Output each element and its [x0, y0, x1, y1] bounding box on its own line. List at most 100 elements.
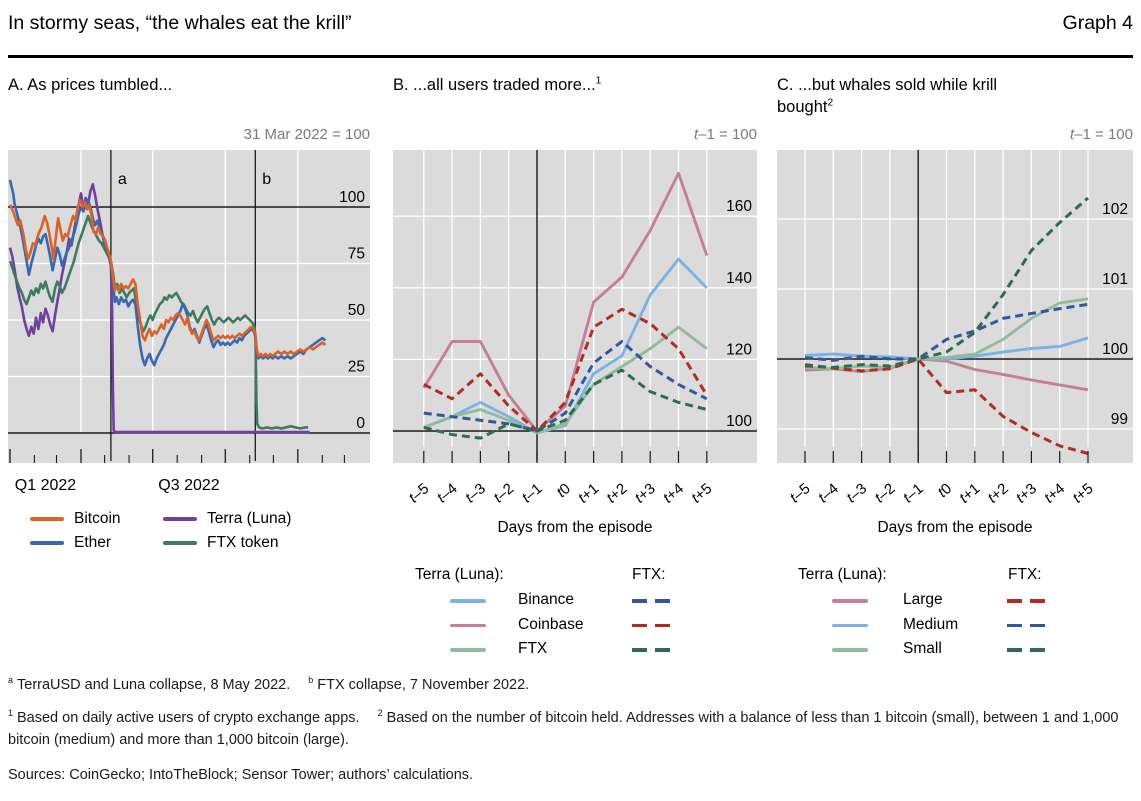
- series-FTX FTX episode: [423, 368, 708, 440]
- legend-row-Binance: Binance: [450, 589, 730, 614]
- legend-label: Medium: [903, 615, 959, 633]
- y-axis-label: 75: [348, 246, 365, 263]
- graph-number-label: Graph 4: [1062, 12, 1133, 34]
- legend-label: Coinbase: [518, 615, 584, 633]
- series-Coinbase FTX episode: [423, 307, 709, 433]
- legend-dashed-swatch: [1007, 599, 1045, 603]
- legend-solid-swatch: [832, 623, 868, 627]
- legend-label: Large: [903, 591, 943, 608]
- series-Large Terra (Luna) episode: [804, 357, 1089, 392]
- panel-c-legend-col2-header: FTX:: [1008, 566, 1042, 583]
- legend-solid-swatch: [832, 648, 868, 652]
- x-tick-label: t–5: [787, 480, 814, 506]
- legend-line-swatch: [163, 541, 197, 545]
- legend-item-FTX token: FTX token: [163, 531, 279, 555]
- series-Small FTX episode: [804, 196, 1089, 369]
- x-tick-label: t–3: [843, 480, 870, 506]
- legend-item-Ether: Ether: [30, 531, 111, 555]
- x-tick-label: t+1: [575, 480, 602, 507]
- x-tick-label: t+2: [984, 480, 1011, 507]
- panel-b-legend-col1-header: Terra (Luna):: [415, 566, 504, 583]
- series-Large FTX episode: [804, 357, 1089, 455]
- panel-c-legend-col1-header: Terra (Luna):: [798, 566, 887, 583]
- x-axis-label: Q1 2022: [15, 477, 76, 494]
- y-axis-label: 140: [726, 270, 752, 287]
- legend-dashed-swatch: [632, 599, 670, 603]
- x-tick-label: t+4: [660, 480, 687, 507]
- x-tick-label: t+5: [1069, 480, 1096, 507]
- x-axis-label: Q3 2022: [158, 477, 219, 494]
- legend-dashed-swatch: [632, 648, 670, 652]
- legend-solid-swatch: [832, 599, 868, 603]
- footnote-numbered: 1 Based on daily active users of crypto e…: [8, 708, 1119, 748]
- x-tick-label: t+2: [603, 480, 630, 507]
- plot-background: [393, 150, 757, 463]
- legend-label: Ether: [74, 534, 112, 551]
- x-tick-label: t–4: [815, 480, 842, 506]
- panel-c-title: C. ...but whales sold while krill bought2: [777, 76, 998, 116]
- y-axis-label: 99: [1111, 411, 1128, 428]
- legend-row-Large: Large: [832, 589, 1112, 614]
- x-tick-label: t+1: [956, 480, 983, 507]
- x-tick-label: t+4: [1041, 480, 1068, 507]
- x-tick-label: t0: [935, 480, 956, 501]
- x-tick-label: t–1: [519, 480, 546, 506]
- plot-background: [8, 150, 370, 463]
- legend-dashed-swatch: [632, 623, 670, 627]
- event-label-b: b: [262, 171, 271, 188]
- header-rule: [8, 55, 1133, 58]
- legend-label: Terra (Luna): [207, 510, 292, 527]
- panel-b-legend: Binance Coinbase FTX: [450, 589, 730, 663]
- panel-c-svg: t–5 t–4 t–3 t–2 t–1 t0t+1 t+2 t+3 t+4 t+5 102 101 10…: [777, 150, 1133, 507]
- x-tick-label: t+3: [1013, 480, 1040, 507]
- x-tick-label: t0: [553, 480, 574, 501]
- legend-line-swatch: [163, 517, 197, 521]
- event-label-a: a: [118, 171, 127, 188]
- legend-solid-swatch: [450, 648, 486, 652]
- panel-b-plot-area: t–5 t–4 t–3 t–2 t–1 t0 t+1 t+2 t+3 t+4 t+5 160 140 12…: [393, 150, 757, 515]
- footnote-events: a TerraUSD and Luna collapse, 8 May 2022.…: [8, 675, 530, 693]
- y-axis-label: 100: [726, 413, 752, 430]
- x-tick-label: t–2: [490, 480, 517, 506]
- panel-b-unit-label: t–1 = 100: [694, 126, 757, 143]
- y-axis-label: 100: [1102, 341, 1128, 358]
- panel-a-legend: Bitcoin Ether Terra (Luna) FTX token: [8, 507, 388, 559]
- legend-row-Medium: Medium: [832, 614, 1112, 639]
- x-tick-label: t–3: [462, 480, 489, 506]
- x-tick-label: t+3: [632, 480, 659, 507]
- legend-item-Terra (Luna): Terra (Luna): [163, 507, 291, 531]
- series-Medium FTX episode: [804, 302, 1089, 362]
- panel-b-x-axis-title: Days from the episode: [497, 519, 653, 536]
- legend-solid-swatch: [450, 623, 486, 627]
- legend-solid-swatch: [450, 599, 486, 603]
- x-tick-label: t–1: [900, 480, 927, 506]
- y-axis-label: 0: [356, 415, 365, 432]
- y-axis-label: 120: [726, 341, 752, 358]
- x-tick-label: t–5: [405, 480, 432, 506]
- panel-c-plot-area: t–5 t–4 t–3 t–2 t–1 t0 t+1 t+2 t+3 t+4 t+5 102 101 10…: [777, 150, 1133, 515]
- panel-b-legend-col2-header: FTX:: [632, 566, 666, 583]
- legend-item-Bitcoin: Bitcoin: [30, 507, 121, 531]
- legend-label: Bitcoin: [74, 510, 121, 527]
- panel-a-plot-area: a b Q1 2022 Q3 2022 100 75 50 25 0: [8, 150, 370, 515]
- panel-b-title: B. ...all users traded more...1: [393, 75, 602, 94]
- series-Binance Terra (Luna) episode: [423, 257, 708, 435]
- series-Coinbase Terra (Luna) episode: [422, 171, 709, 433]
- series-Small Terra (Luna) episode: [804, 297, 1089, 371]
- series-Bitcoin: [8, 198, 327, 358]
- y-axis-label: 160: [726, 198, 752, 215]
- legend-dashed-swatch: [1007, 648, 1045, 652]
- y-axis-label: 25: [348, 359, 365, 376]
- panel-c-unit-label: t–1 = 100: [1070, 126, 1133, 143]
- legend-line-swatch: [30, 541, 64, 545]
- legend-row-Small: Small: [832, 638, 1112, 663]
- panel-a-unit-label: 31 Mar 2022 = 100: [243, 126, 370, 143]
- page-title: In stormy seas, “the whales eat the kril…: [8, 12, 352, 34]
- sources-line: Sources: CoinGecko; IntoTheBlock; Sensor…: [8, 767, 474, 783]
- series-FTX token: [8, 214, 309, 430]
- x-tick-label: t–4: [434, 480, 461, 506]
- panel-a-svg: a b Q1 2022 Q3 2022 100 75 50 25 0: [8, 150, 370, 494]
- legend-dashed-swatch: [1007, 623, 1045, 627]
- y-axis-label: 101: [1102, 271, 1128, 288]
